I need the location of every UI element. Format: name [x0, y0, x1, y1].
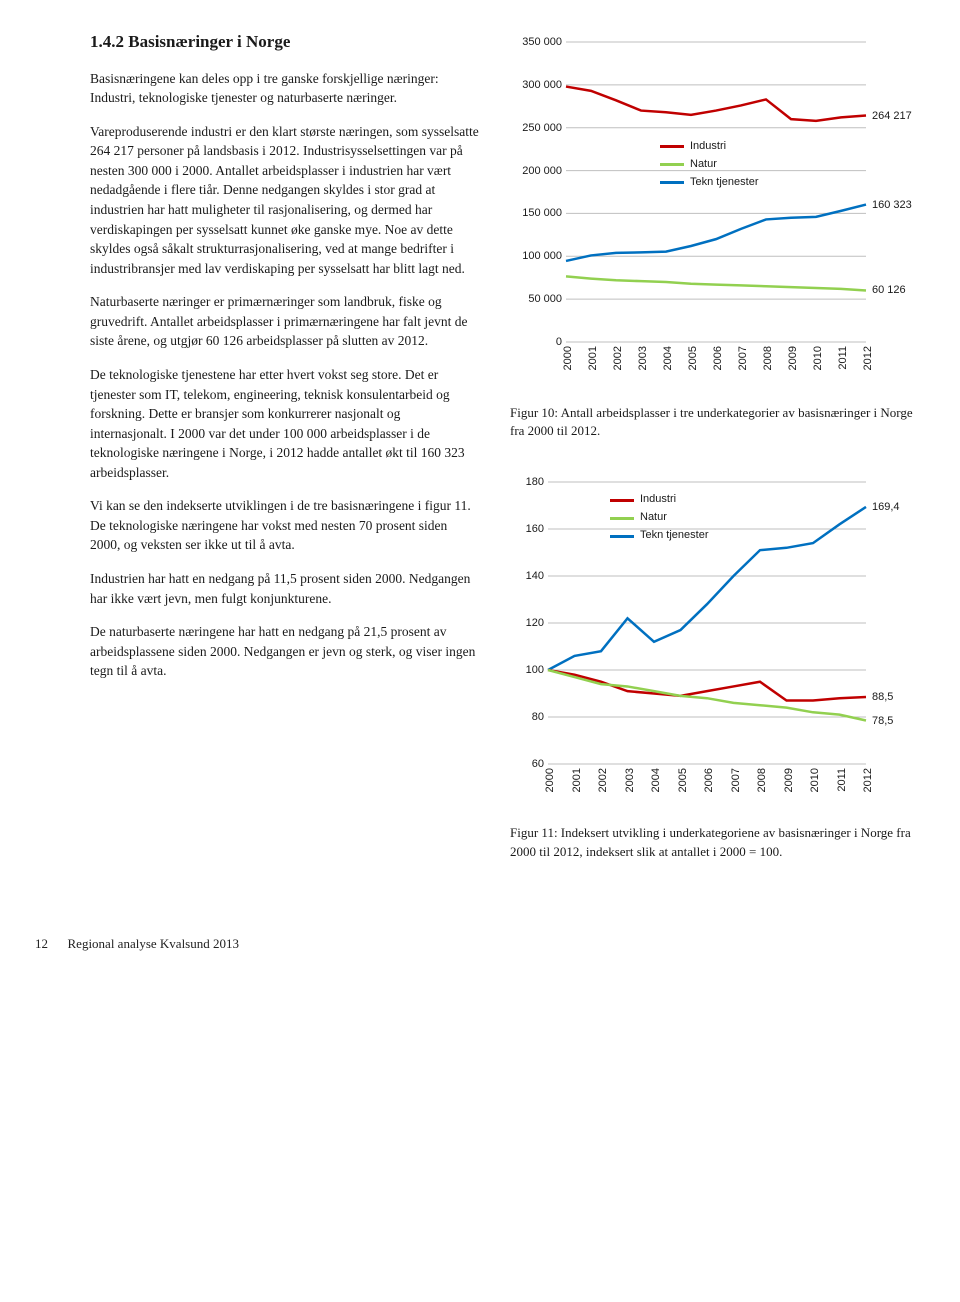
legend-label: Tekn tjenester	[690, 175, 758, 191]
series-end-label: 88,5	[872, 690, 893, 706]
page-footer: 12 Regional analyse Kvalsund 2013	[35, 935, 920, 954]
paragraph: De teknologiske tjenestene har etter hve…	[90, 365, 480, 482]
legend-label: Tekn tjenester	[640, 528, 708, 544]
series-end-label: 169,4	[872, 500, 900, 516]
series-end-label: 160 323	[872, 198, 912, 214]
legend-label: Natur	[640, 510, 667, 526]
y-axis-tick: 200 000	[512, 164, 562, 180]
x-axis-tick: 2010	[808, 768, 824, 792]
series-end-label: 78,5	[872, 714, 893, 730]
x-axis-tick: 2008	[755, 768, 771, 792]
paragraph: Vi kan se den indekserte utviklingen i d…	[90, 496, 480, 555]
x-axis-tick: 2005	[676, 768, 692, 792]
legend-item: Tekn tjenester	[660, 175, 758, 191]
x-axis-tick: 2012	[861, 768, 877, 792]
x-axis-tick: 2005	[686, 346, 702, 370]
chart-2-legend: Industri Natur Tekn tjenester	[610, 492, 708, 546]
x-axis-tick: 2007	[729, 768, 745, 792]
x-axis-tick: 2003	[623, 768, 639, 792]
legend-item: Tekn tjenester	[610, 528, 708, 544]
y-axis-tick: 0	[512, 335, 562, 351]
legend-label: Industri	[690, 139, 726, 155]
paragraph: Basisnæringene kan deles opp i tre gansk…	[90, 69, 480, 108]
paragraph: Industrien har hatt en nedgang på 11,5 p…	[90, 569, 480, 608]
x-axis-tick: 2006	[702, 768, 718, 792]
x-axis-tick: 2004	[649, 768, 665, 792]
y-axis-tick: 140	[494, 569, 544, 585]
legend-swatch	[660, 181, 684, 184]
chart-1-svg	[510, 34, 920, 394]
x-axis-tick: 2009	[786, 346, 802, 370]
x-axis-tick: 2001	[586, 346, 602, 370]
x-axis-tick: 2011	[835, 768, 851, 792]
chart-1-caption: Figur 10: Antall arbeidsplasser i tre un…	[510, 404, 920, 440]
y-axis-tick: 150 000	[512, 206, 562, 222]
chart-2: 6080100120140160180200020012002200320042…	[510, 474, 920, 874]
chart-2-svg	[510, 474, 920, 814]
x-axis-tick: 2001	[570, 768, 586, 792]
legend-swatch	[660, 163, 684, 166]
y-axis-tick: 180	[494, 475, 544, 491]
y-axis-tick: 80	[494, 710, 544, 726]
page-heading: 1.4.2 Basisnæringer i Norge	[90, 30, 480, 55]
legend-item: Industri	[610, 492, 708, 508]
page-number: 12	[35, 936, 48, 951]
paragraph: Naturbaserte næringer er primærnæringer …	[90, 292, 480, 351]
x-axis-tick: 2008	[761, 346, 777, 370]
x-axis-tick: 2004	[661, 346, 677, 370]
x-axis-tick: 2009	[782, 768, 798, 792]
x-axis-tick: 2007	[736, 346, 752, 370]
y-axis-tick: 160	[494, 522, 544, 538]
chart-1: 0 50 000 100 000 150 000 200 000 250 000 300 0…	[510, 34, 920, 454]
x-axis-tick: 2000	[561, 346, 577, 370]
y-axis-tick: 100 000	[512, 249, 562, 265]
y-axis-tick: 120	[494, 616, 544, 632]
x-axis-tick: 2002	[596, 768, 612, 792]
paragraph: Vareproduserende industri er den klart s…	[90, 122, 480, 279]
x-axis-tick: 2003	[636, 346, 652, 370]
y-axis-tick: 350 000	[512, 35, 562, 51]
legend-item: Natur	[660, 157, 758, 173]
chart-2-caption: Figur 11: Indeksert utvikling i underkat…	[510, 824, 920, 860]
x-axis-tick: 2012	[861, 346, 877, 370]
legend-swatch	[660, 145, 684, 148]
legend-label: Natur	[690, 157, 717, 173]
legend-item: Industri	[660, 139, 758, 155]
legend-swatch	[610, 499, 634, 502]
chart-1-legend: Industri Natur Tekn tjenester	[660, 139, 758, 193]
x-axis-tick: 2011	[836, 346, 852, 370]
y-axis-tick: 250 000	[512, 121, 562, 137]
x-axis-tick: 2006	[711, 346, 727, 370]
y-axis-tick: 300 000	[512, 78, 562, 94]
x-axis-tick: 2000	[543, 768, 559, 792]
x-axis-tick: 2010	[811, 346, 827, 370]
paragraph: De naturbaserte næringene har hatt en ne…	[90, 622, 480, 681]
legend-label: Industri	[640, 492, 676, 508]
y-axis-tick: 50 000	[512, 292, 562, 308]
footer-title: Regional analyse Kvalsund 2013	[68, 936, 240, 951]
legend-item: Natur	[610, 510, 708, 526]
y-axis-tick: 60	[494, 757, 544, 773]
series-end-label: 60 126	[872, 283, 906, 299]
y-axis-tick: 100	[494, 663, 544, 679]
series-end-label: 264 217	[872, 109, 912, 125]
x-axis-tick: 2002	[611, 346, 627, 370]
legend-swatch	[610, 535, 634, 538]
legend-swatch	[610, 517, 634, 520]
